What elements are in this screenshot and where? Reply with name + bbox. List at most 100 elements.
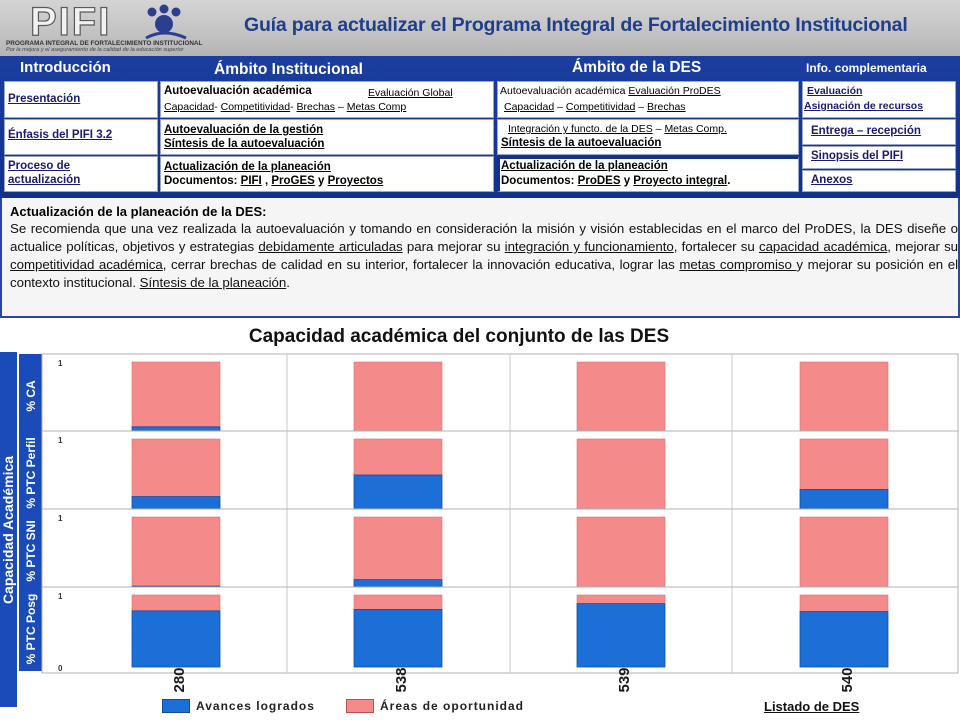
des-autoevaluacion-label: Autoevaluación académica	[500, 85, 629, 97]
inst-brechas-link[interactable]: Brechas	[296, 101, 336, 113]
bar-avances-logrados	[799, 488, 889, 512]
inst-cell-gestion: Autoevaluación de la gestión Síntesis de…	[160, 119, 494, 155]
inst-documentos-line: Documentos: PIFI , ProGES y Proyectos	[164, 175, 383, 187]
evaluacion-prodes-link[interactable]: Evaluación ProDES	[628, 85, 721, 97]
articuladas-link[interactable]: debidamente articuladas	[258, 239, 403, 254]
bar-areas-oportunidad	[131, 594, 221, 612]
entrega-recepcion-link[interactable]: Entrega – recepción	[811, 125, 921, 137]
y-tick-label: 1	[58, 592, 63, 601]
category-label: 538	[393, 667, 410, 692]
info-cell-entrega: Entrega – recepción	[802, 119, 956, 145]
des-actualizacion-link[interactable]: Actualización de la planeación	[501, 160, 668, 172]
bar-areas-oportunidad	[799, 516, 889, 588]
legend-swatch-areas	[346, 699, 374, 713]
inst-sintesis-link[interactable]: Síntesis de la autoevaluación	[164, 138, 325, 150]
description-text: , fortalecer su	[673, 239, 759, 254]
autoevaluacion-gestion-link[interactable]: Autoevaluación de la gestión	[164, 124, 324, 136]
intro-cell-presentacion: Presentación	[4, 81, 158, 118]
description-panel: Actualización de la planeación de la DES…	[0, 198, 960, 318]
inst-cell-actualizacion: Actualización de la planeación Documento…	[160, 156, 494, 192]
chart-group-label-bar	[0, 352, 17, 707]
des-brechas-link[interactable]: Brechas	[647, 101, 686, 113]
metas-compromiso-link[interactable]: metas compromiso	[679, 257, 797, 272]
inst-metas-link[interactable]: Metas Comp	[346, 101, 407, 113]
description-text: , cerrar brechas de calidad en su interi…	[162, 257, 680, 272]
bar-areas-oportunidad	[576, 438, 666, 510]
sintesis-planeacion-link[interactable]: Síntesis de la planeación	[139, 275, 287, 290]
description-text: y mejorar su posición en el contexto ins…	[10, 257, 958, 290]
panel-label-box: % CA	[19, 354, 42, 438]
enfasis-link[interactable]: Énfasis del PIFI 3.2	[8, 129, 113, 141]
bar-avances-logrados	[131, 610, 221, 668]
panel-label-box: % PTC Perfil	[19, 431, 42, 515]
logo-people-icon	[145, 4, 187, 40]
presentacion-link[interactable]: Presentación	[8, 93, 81, 105]
logo-subtitle: PROGRAMA INTEGRAL DE FORTALECIMIENTO INS…	[6, 40, 203, 47]
page-title: Guía para actualizar el Programa Integra…	[244, 14, 908, 36]
category-label: 539	[616, 667, 633, 692]
y-tick-label: 0	[58, 664, 63, 673]
separator: ,	[261, 175, 272, 187]
intro-cell-proceso: Proceso de actualización	[4, 156, 158, 192]
description-text: para mejorar su	[402, 239, 505, 254]
separator: –	[635, 101, 648, 113]
des-metas-link[interactable]: Metas Comp.	[664, 123, 727, 135]
separator: –	[335, 101, 347, 113]
navigation-grid: Introducción Ámbito Institucional Ámbito…	[0, 56, 960, 198]
category-label: 540	[839, 667, 856, 692]
proges-link[interactable]: ProGES	[271, 175, 315, 187]
panel-label-box: % PTC SNI	[19, 509, 42, 593]
bar-areas-oportunidad	[131, 516, 221, 587]
integracion-link[interactable]: Integración y functo. de la DES	[508, 123, 653, 135]
bar-areas-oportunidad	[799, 594, 889, 612]
des-capacidad-link[interactable]: Capacidad	[504, 101, 555, 113]
nav-header-ambito-institucional: Ámbito Institucional	[214, 61, 363, 78]
panel-label-box: % PTC Posg	[19, 587, 42, 671]
legend-label-avances: Avances logrados	[196, 699, 315, 713]
description-text: , mejorar su	[887, 239, 959, 254]
inst-actualizacion-link[interactable]: Actualización de la planeación	[164, 161, 331, 173]
pifi-link[interactable]: PIFI	[240, 175, 262, 187]
bar-areas-oportunidad	[799, 361, 889, 435]
integracion-funcionamiento-link[interactable]: integración y funcionamiento	[504, 239, 674, 254]
logo-tagline: Por la mejora y el aseguramiento de la c…	[6, 47, 184, 53]
competitividad-academica-link[interactable]: competitividad académica	[10, 257, 163, 272]
prodes-link[interactable]: ProDES	[577, 175, 621, 187]
bar-areas-oportunidad	[353, 361, 443, 435]
nav-header-introduccion: Introducción	[20, 59, 111, 76]
proyecto-integral-link[interactable]: Proyecto integral	[633, 175, 728, 187]
bar-areas-oportunidad	[353, 516, 443, 580]
pifi-logo: PIFI PROGRAMA INTEGRAL DE FORTALECIMIENT…	[4, 1, 202, 54]
inst-capacidad-link[interactable]: Capacidad	[164, 101, 215, 113]
bar-areas-oportunidad	[576, 516, 666, 590]
bar-avances-logrados	[353, 609, 443, 668]
bar-areas-oportunidad	[799, 438, 889, 490]
asignacion-recursos-link[interactable]: Asignación de recursos	[804, 100, 924, 112]
description-body: Se recomienda que una vez realizada la a…	[10, 220, 958, 292]
separator: -	[290, 101, 297, 113]
inst-competitividad-link[interactable]: Competitividad	[220, 101, 291, 113]
description-text: Se recomienda que una vez realizada la a…	[10, 221, 958, 254]
chart-title: Capacidad académica del conjunto de las …	[248, 326, 670, 347]
des-competitividad-link[interactable]: Competitividad	[565, 101, 636, 113]
bar-areas-oportunidad	[131, 361, 221, 428]
info-cell-anexos: Anexos	[802, 170, 956, 192]
inst-cell-autoevaluacion: Autoevaluación académica Evaluación Glob…	[160, 81, 494, 118]
proceso-actualizacion-link-line2[interactable]: actualización	[8, 174, 81, 186]
listado-des-link[interactable]: Listado de DES	[764, 699, 860, 714]
bar-areas-oportunidad	[576, 594, 666, 604]
nav-header-ambito-des: Ámbito de la DES	[572, 59, 702, 76]
proceso-actualizacion-link-line1[interactable]: Proceso de	[8, 160, 70, 172]
description-text: .	[286, 275, 290, 290]
bar-areas-oportunidad	[353, 438, 443, 476]
sinopsis-pifi-link[interactable]: Sinopsis del PIFI	[811, 150, 904, 162]
anexos-link[interactable]: Anexos	[811, 174, 853, 186]
des-sintesis-link[interactable]: Síntesis de la autoevaluación	[501, 137, 662, 149]
evaluacion-link[interactable]: Evaluación	[807, 85, 863, 97]
separator: -	[214, 101, 221, 113]
proyectos-link[interactable]: Proyectos	[327, 175, 384, 187]
capacidad-academica-link[interactable]: capacidad académica	[758, 239, 888, 254]
evaluacion-global-link[interactable]: Evaluación Global	[368, 87, 453, 99]
bar-areas-oportunidad	[576, 361, 666, 435]
